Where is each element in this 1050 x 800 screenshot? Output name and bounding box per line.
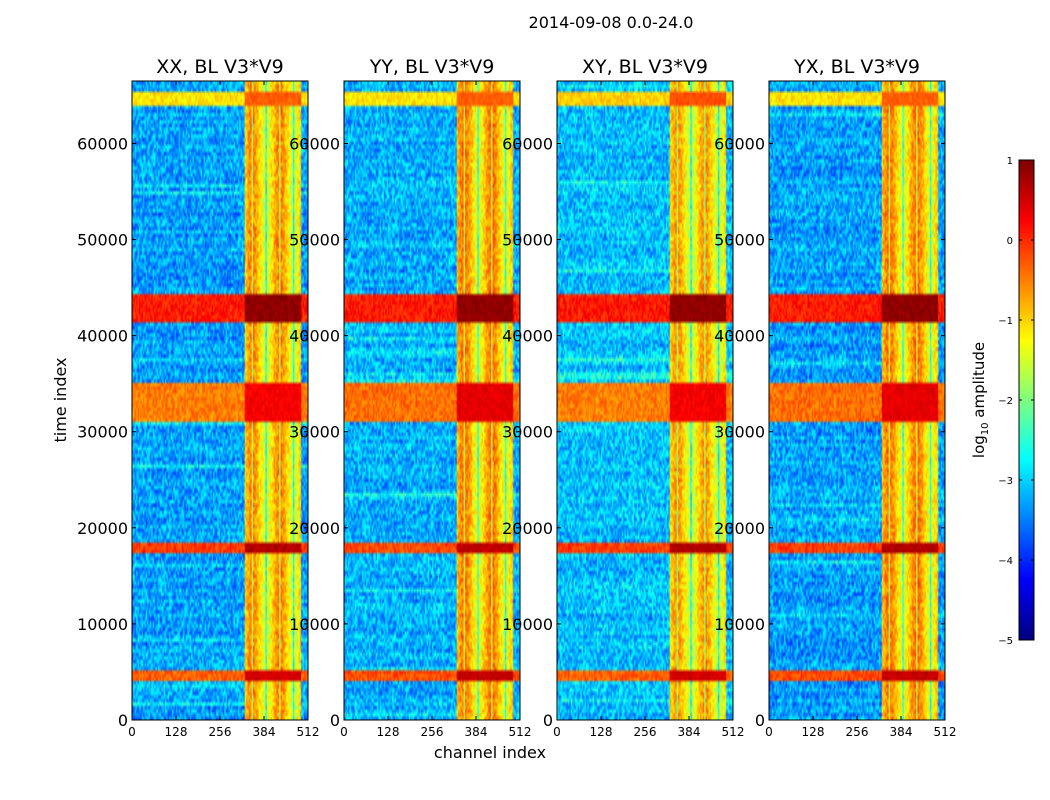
x-tick-label: 0: [765, 725, 773, 739]
y-tick-label: 60000: [77, 134, 128, 153]
panel-title: XX, BL V3*V9: [156, 56, 283, 78]
y-tick-label: 0: [543, 711, 553, 730]
x-axis-label: channel index: [434, 743, 546, 762]
colorbar-tick-label: −3: [998, 476, 1013, 487]
heatmap-image: [132, 81, 308, 720]
y-tick-label: 30000: [502, 423, 553, 442]
y-tick-label: 20000: [714, 519, 765, 538]
x-tick-label: 128: [590, 725, 613, 739]
colorbar-tick-label: −5: [998, 636, 1013, 647]
colorbar-tick-label: 1: [1007, 156, 1013, 167]
y-axis-label: time index: [51, 357, 70, 442]
heatmap-panel-4: YX, BL V3*V9 0 128 256 384 512 0 10000 20000 300…: [714, 56, 956, 739]
heatmap-image: [769, 81, 945, 720]
x-tick-label: 0: [340, 725, 348, 739]
y-tick-label: 50000: [77, 231, 128, 250]
x-tick-label: 384: [678, 725, 701, 739]
colorbar-ticks: 1 0 −1 −2 −3 −4 −5: [998, 156, 1034, 647]
heatmap-panel-3: XY, BL V3*V9 0 128 256 384 512 0 10000 20000 300…: [502, 56, 744, 739]
colorbar-tick-label: −1: [998, 316, 1013, 327]
y-tick-label: 30000: [77, 423, 128, 442]
ticks: 0 128 256 384 512 0 10000 20000 30000 40000 50000 6…: [77, 81, 319, 739]
x-tick-label: 256: [421, 725, 444, 739]
y-tick-label: 40000: [502, 327, 553, 346]
x-tick-label: 0: [553, 725, 561, 739]
figure-suptitle: 2014-09-08 0.0-24.0: [529, 13, 694, 32]
y-tick-label: 20000: [77, 519, 128, 538]
y-tick-label: 10000: [77, 615, 128, 634]
x-tick-label: 384: [890, 725, 913, 739]
x-tick-label: 256: [634, 725, 657, 739]
panel-title: YX, BL V3*V9: [793, 56, 920, 78]
y-tick-label: 20000: [289, 519, 340, 538]
y-tick-label: 30000: [289, 423, 340, 442]
x-tick-label: 512: [722, 725, 745, 739]
x-tick-label: 512: [509, 725, 532, 739]
y-tick-label: 60000: [289, 134, 340, 153]
x-tick-label: 512: [934, 725, 957, 739]
colorbar-label-suffix: amplitude: [970, 342, 988, 423]
colorbar-tick-label: −4: [998, 556, 1013, 567]
colorbar-label-prefix: log: [970, 435, 988, 458]
y-tick-label: 40000: [77, 327, 128, 346]
y-tick-label: 40000: [289, 327, 340, 346]
y-tick-label: 10000: [714, 615, 765, 634]
x-tick-label: 512: [297, 725, 320, 739]
y-tick-label: 0: [330, 711, 340, 730]
y-tick-label: 10000: [289, 615, 340, 634]
y-tick-label: 40000: [714, 327, 765, 346]
x-tick-label: 256: [209, 725, 232, 739]
panel-title: YY, BL V3*V9: [369, 56, 495, 78]
ticks: 0 128 256 384 512 0 10000 20000 30000 40000 50000 6…: [289, 81, 531, 739]
ticks: 0 128 256 384 512 0 10000 20000 30000 40000 50000 6…: [714, 81, 956, 739]
ticks: 0 128 256 384 512 0 10000 20000 30000 40000 50000 6…: [502, 81, 744, 739]
colorbar-label: log10 amplitude: [970, 342, 991, 458]
x-tick-label: 128: [377, 725, 400, 739]
y-tick-label: 60000: [714, 134, 765, 153]
colorbar: 10−1−2−3−4−5 log10 amplitude: [970, 156, 1035, 647]
heatmap-panel-2: YY, BL V3*V9 0 128 256 384 512 0 10000 20000 300…: [289, 56, 531, 739]
y-tick-label: 30000: [714, 423, 765, 442]
colorbar-gradient: [1019, 160, 1034, 640]
y-tick-label: 50000: [714, 231, 765, 250]
heatmap-image: [344, 81, 520, 720]
y-tick-label: 60000: [502, 134, 553, 153]
colorbar-tick-label: 0: [1007, 236, 1013, 247]
y-tick-label: 0: [755, 711, 765, 730]
x-tick-label: 384: [253, 725, 276, 739]
panel-title: XY, BL V3*V9: [582, 56, 708, 78]
x-tick-label: 0: [128, 725, 136, 739]
x-tick-label: 256: [846, 725, 869, 739]
y-tick-label: 10000: [502, 615, 553, 634]
y-tick-label: 50000: [289, 231, 340, 250]
colorbar-label-subscript: 10: [980, 422, 991, 435]
y-tick-label: 50000: [502, 231, 553, 250]
heatmap-image: [557, 81, 733, 720]
heatmap-panel-1: XX, BL V3*V9 0 128 256 384 512 0 10000 20000 300…: [77, 56, 319, 739]
x-tick-label: 128: [802, 725, 825, 739]
x-tick-label: 128: [165, 725, 188, 739]
y-tick-label: 0: [118, 711, 128, 730]
x-tick-label: 384: [465, 725, 488, 739]
colorbar-tick-label: −2: [998, 396, 1013, 407]
y-tick-label: 20000: [502, 519, 553, 538]
